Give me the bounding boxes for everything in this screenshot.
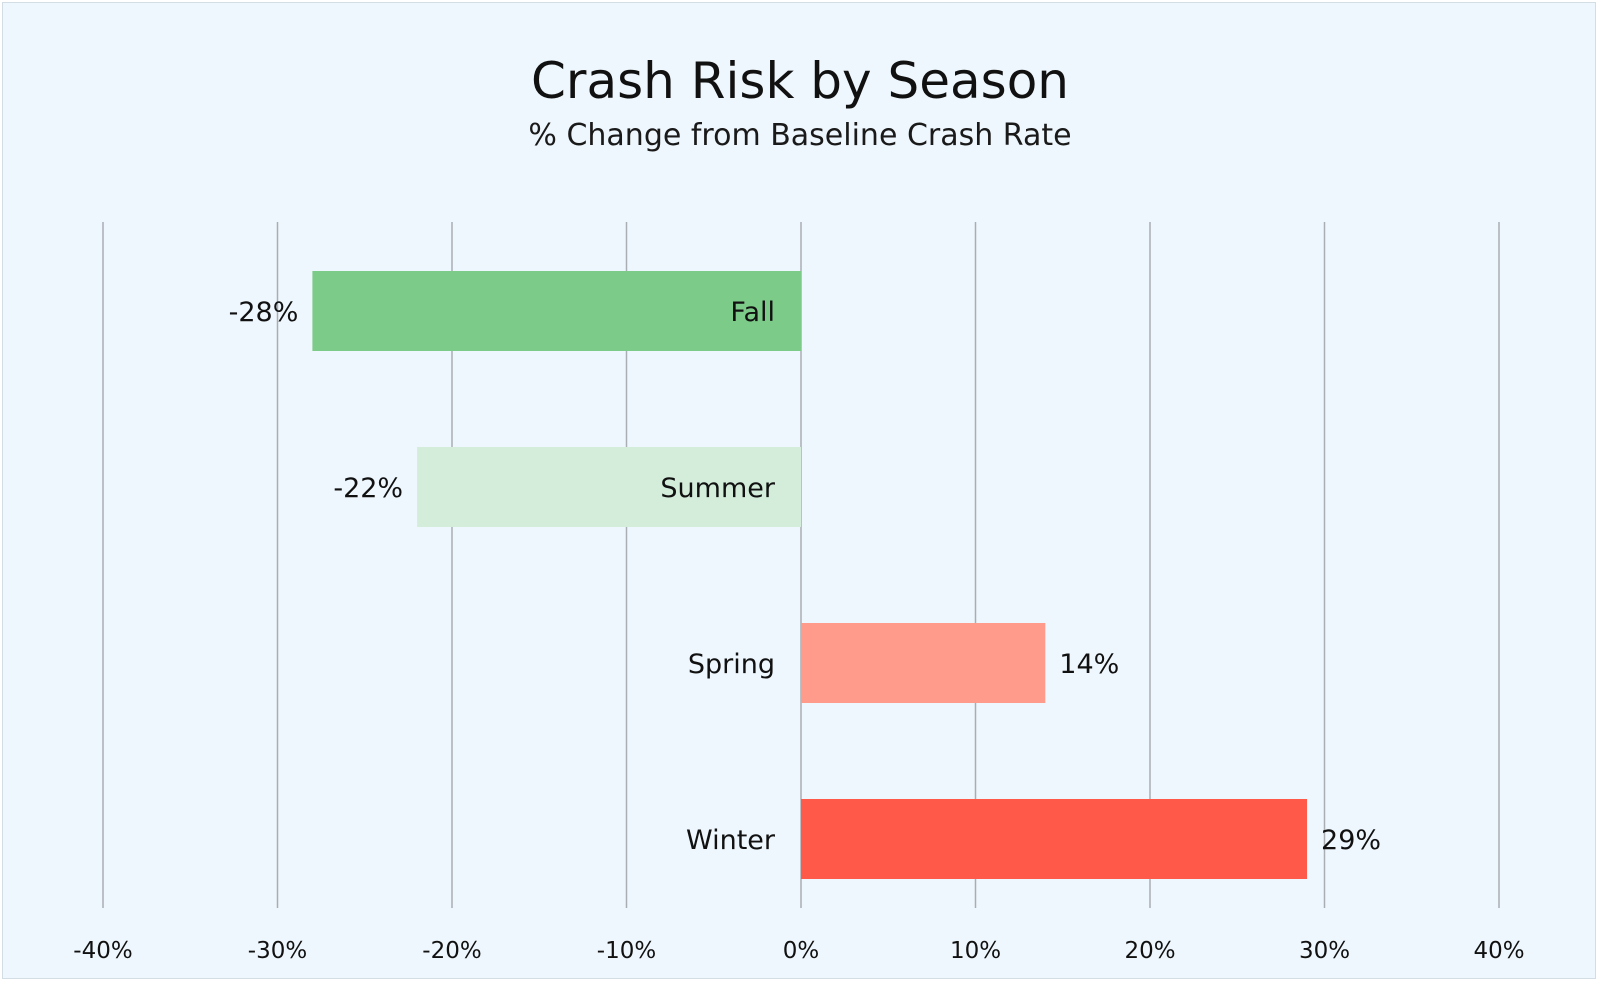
- x-tick-label: 20%: [1124, 938, 1175, 964]
- value-label: -22%: [333, 473, 403, 504]
- category-label: Summer: [660, 473, 775, 504]
- x-tick-label: -30%: [248, 938, 307, 964]
- bar-fall: [312, 271, 801, 351]
- x-tick-label: -20%: [422, 938, 481, 964]
- x-tick-label: -10%: [597, 938, 656, 964]
- chart-subtitle: % Change from Baseline Crash Rate: [528, 118, 1072, 153]
- bar-winter: [801, 799, 1308, 879]
- bar-summer: [417, 447, 801, 527]
- value-label: 29%: [1321, 825, 1381, 856]
- category-label: Winter: [686, 825, 776, 856]
- x-tick-label: 40%: [1473, 938, 1524, 964]
- x-tick-label: -40%: [73, 938, 132, 964]
- chart-title: Crash Risk by Season: [531, 52, 1069, 110]
- labels: Fall -28% Summer -22% Spring 14% Winter 29%: [229, 297, 1381, 856]
- category-label: Fall: [730, 297, 775, 328]
- x-tick-label: 0%: [783, 938, 820, 964]
- category-label: Spring: [688, 649, 775, 680]
- x-tick-label: 10%: [950, 938, 1001, 964]
- value-label: -28%: [229, 297, 299, 328]
- x-tick-label: 30%: [1299, 938, 1350, 964]
- bar-spring: [801, 623, 1046, 703]
- x-axis-ticks: -40% -30% -20% -10% 0% 10% 20% 30% 40%: [73, 938, 1524, 964]
- bars: [312, 271, 1308, 879]
- value-label: 14%: [1059, 649, 1119, 680]
